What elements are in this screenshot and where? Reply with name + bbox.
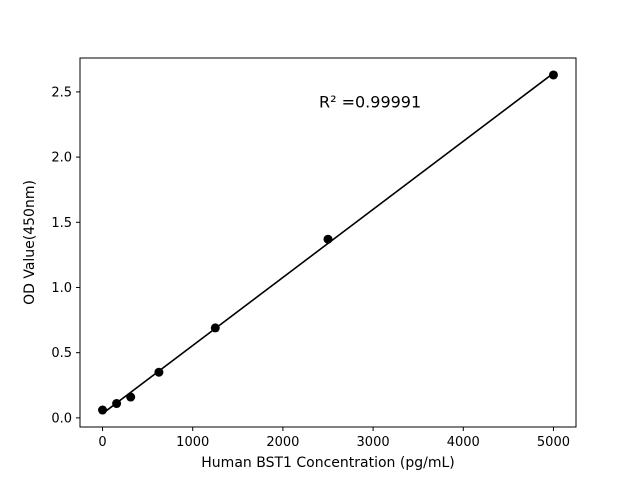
y-axis-tick-label: 0.0 [51, 411, 72, 426]
data-point [323, 234, 333, 244]
x-axis-tick-label: 0 [98, 435, 106, 450]
data-point [112, 399, 122, 409]
r-squared-annotation: R² =0.99991 [319, 93, 421, 112]
x-axis-label: Human BST1 Concentration (pg/mL) [201, 455, 454, 471]
y-axis-tick-label: 2.5 [51, 85, 72, 100]
y-axis-tick-label: 0.5 [51, 346, 72, 361]
data-point [98, 405, 108, 415]
data-point [210, 323, 220, 333]
x-axis-tick-label: 5000 [537, 435, 570, 450]
x-axis-tick-label: 3000 [357, 435, 390, 450]
axes-frame [79, 57, 577, 428]
data-point [154, 367, 164, 377]
x-axis-tick-label: 4000 [447, 435, 480, 450]
y-axis-tick-label: 2.0 [51, 151, 72, 166]
x-axis-tick-label: 1000 [176, 435, 209, 450]
y-axis-tick-label: 1.5 [51, 216, 72, 231]
x-axis-tick-label: 2000 [266, 435, 299, 450]
data-point [126, 392, 136, 402]
data-point [548, 70, 558, 80]
y-axis-tick-label: 1.0 [51, 281, 72, 296]
y-axis-label: OD Value(450nm) [22, 180, 38, 305]
